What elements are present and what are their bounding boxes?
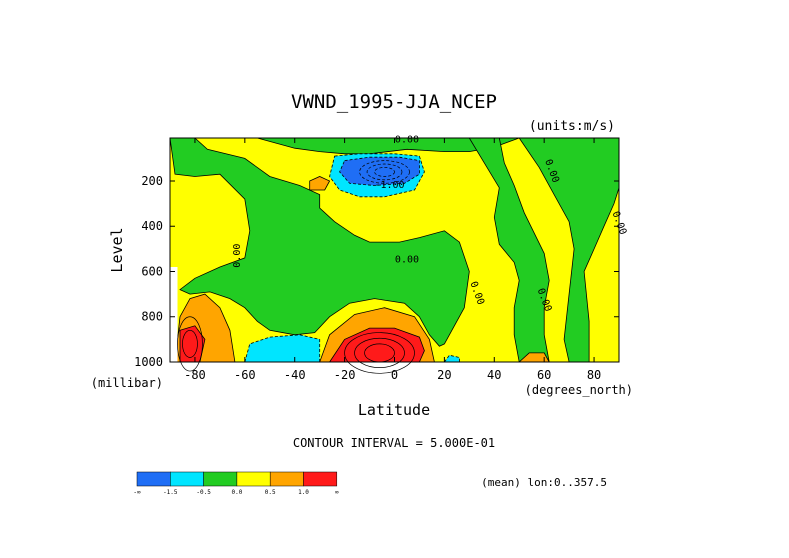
- x-axis-label: Latitude: [358, 401, 430, 419]
- legend-swatch: [136, 471, 171, 487]
- x-units-label: (degrees_north): [525, 383, 633, 397]
- contour-label: -1.00: [374, 180, 404, 191]
- y-tick-label: 1000: [134, 355, 163, 369]
- y-units-label: (millibar): [91, 376, 163, 390]
- legend-swatch: [303, 471, 338, 487]
- x-tick-label: 20: [437, 368, 451, 382]
- chart-title: VWND_1995-JJA_NCEP: [291, 91, 497, 113]
- x-tick-label: -40: [284, 368, 306, 382]
- y-axis-label: Level: [108, 227, 126, 272]
- contour-region-orange: [309, 176, 331, 191]
- contour-line: [354, 337, 405, 369]
- contour-region-masked: [170, 267, 178, 362]
- contour-line: [366, 163, 403, 181]
- y-tick-label: 400: [141, 219, 163, 233]
- contour-fills: [169, 137, 620, 374]
- legend-label: 0.5: [265, 489, 276, 496]
- x-tick-label: -80: [184, 368, 206, 382]
- contour-region-green: [169, 137, 470, 347]
- legend-swatch: [170, 471, 204, 487]
- legend-swatch: [236, 471, 271, 487]
- contour-line: [374, 167, 395, 177]
- y-tick-labels: 200 400 600 800 1000: [134, 174, 163, 369]
- contour-region-cyan: [443, 354, 460, 363]
- x-tick-labels: -80 -60 -40 -20 0 20 40 60 80: [184, 368, 601, 382]
- contour-line: [182, 329, 198, 358]
- y-tick-label: 600: [141, 264, 163, 278]
- legend-label: -∞: [133, 489, 141, 496]
- legend-swatch: [269, 471, 304, 487]
- x-tick-label: 40: [487, 368, 501, 382]
- contour-label: 0.00: [232, 244, 243, 268]
- x-tick-label: 0: [391, 368, 398, 382]
- x-tick-label: 60: [537, 368, 551, 382]
- contour-region-blue: [339, 156, 420, 186]
- legend-label: ∞: [335, 489, 339, 496]
- contour-region-cyan: [244, 334, 321, 363]
- axis-ticks: [170, 138, 619, 363]
- contour-interval-label: CONTOUR INTERVAL = 5.000E-01: [293, 436, 495, 450]
- contour-line: [344, 332, 415, 374]
- units-label: (units:m/s): [529, 119, 615, 134]
- contour-line: [359, 160, 410, 184]
- contour-region-green: [257, 137, 520, 155]
- legend-label: 1.0: [298, 489, 309, 496]
- x-tick-label: 80: [587, 368, 601, 382]
- legend-label: 0.0: [231, 489, 242, 496]
- legend-swatch: [203, 471, 238, 487]
- x-tick-label: -60: [234, 368, 256, 382]
- y-tick-label: 800: [141, 310, 163, 324]
- legend-label: -1.5: [163, 489, 178, 496]
- plot-area: 0.00-1.000.000.000.00 0.000.00 0.00: [169, 135, 628, 374]
- contour-label: 0.00: [395, 254, 419, 265]
- color-legend: -∞ -1.5 -0.5 0.0 0.5 1.0 ∞: [133, 471, 339, 496]
- contour-line: [177, 316, 203, 372]
- contour-label: 0.00: [395, 135, 419, 146]
- footer-label: (mean) lon:0..357.5: [481, 476, 607, 489]
- x-tick-label: -20: [334, 368, 356, 382]
- y-tick-label: 200: [141, 174, 163, 188]
- legend-label: -0.5: [196, 489, 211, 496]
